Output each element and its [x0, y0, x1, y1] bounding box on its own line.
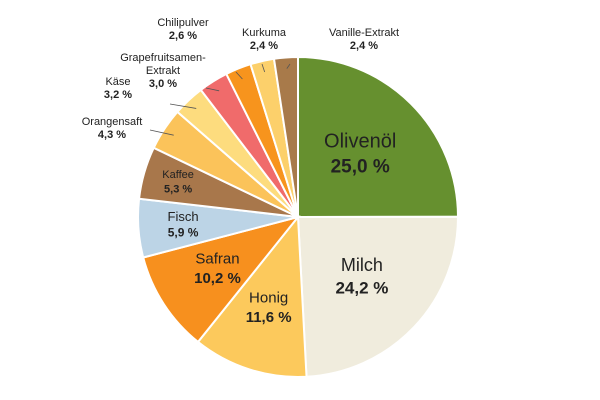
slice-label: Kurkuma — [241, 27, 287, 39]
pie-slice — [297, 55, 460, 219]
value-label: 4,3 % — [97, 129, 127, 141]
slice-label: Chilipulver — [157, 17, 209, 29]
pie-slice — [196, 214, 308, 378]
leader-line — [286, 63, 291, 69]
slice-label: Kaffee — [162, 169, 194, 181]
outside-label: Chilipulver 2,6 % — [137, 17, 229, 43]
slice-label: Olivenöl — [324, 131, 396, 153]
leader-line — [169, 103, 197, 109]
slice-label: Fisch — [168, 209, 199, 224]
value-label: 3,0 % — [148, 78, 178, 90]
value-label: 5,9 % — [168, 226, 199, 240]
value-label: 2,6 % — [168, 30, 198, 42]
slice-label: Käse — [105, 76, 131, 88]
value-label: 24,2 % — [335, 279, 388, 298]
leader-line — [149, 129, 174, 136]
outside-label: Vanille-Extrakt 2,4 % — [318, 27, 410, 53]
leader-line — [261, 63, 266, 73]
value-label: 5,3 % — [164, 183, 192, 195]
slice-label: Grapefruitsamen-Extrakt — [120, 52, 206, 77]
slice-label: Milch — [341, 255, 383, 275]
pie-slice — [272, 55, 299, 218]
value-label: 10,2 % — [194, 270, 241, 287]
leader-line — [235, 71, 243, 80]
outside-label: Grapefruitsamen-Extrakt 3,0 % — [117, 52, 209, 91]
slice-label: Honig — [249, 290, 288, 307]
value-label: 2,4 % — [249, 40, 279, 52]
slice-label: Orangensaft — [81, 116, 143, 128]
value-label: 2,4 % — [349, 40, 379, 52]
outside-label: Orangensaft 4,3 % — [66, 116, 158, 142]
leader-line — [205, 87, 220, 92]
slice-label: Vanille-Extrakt — [328, 27, 400, 39]
pie-slice — [296, 215, 460, 378]
value-label: 3,2 % — [103, 89, 133, 101]
value-label: 25,0 % — [331, 157, 390, 178]
slice-label: Safran — [195, 250, 239, 267]
outside-label: Kurkuma 2,4 % — [218, 27, 310, 53]
value-label: 11,6 % — [246, 309, 292, 326]
outside-label: Käse 3,2 % — [72, 76, 164, 102]
